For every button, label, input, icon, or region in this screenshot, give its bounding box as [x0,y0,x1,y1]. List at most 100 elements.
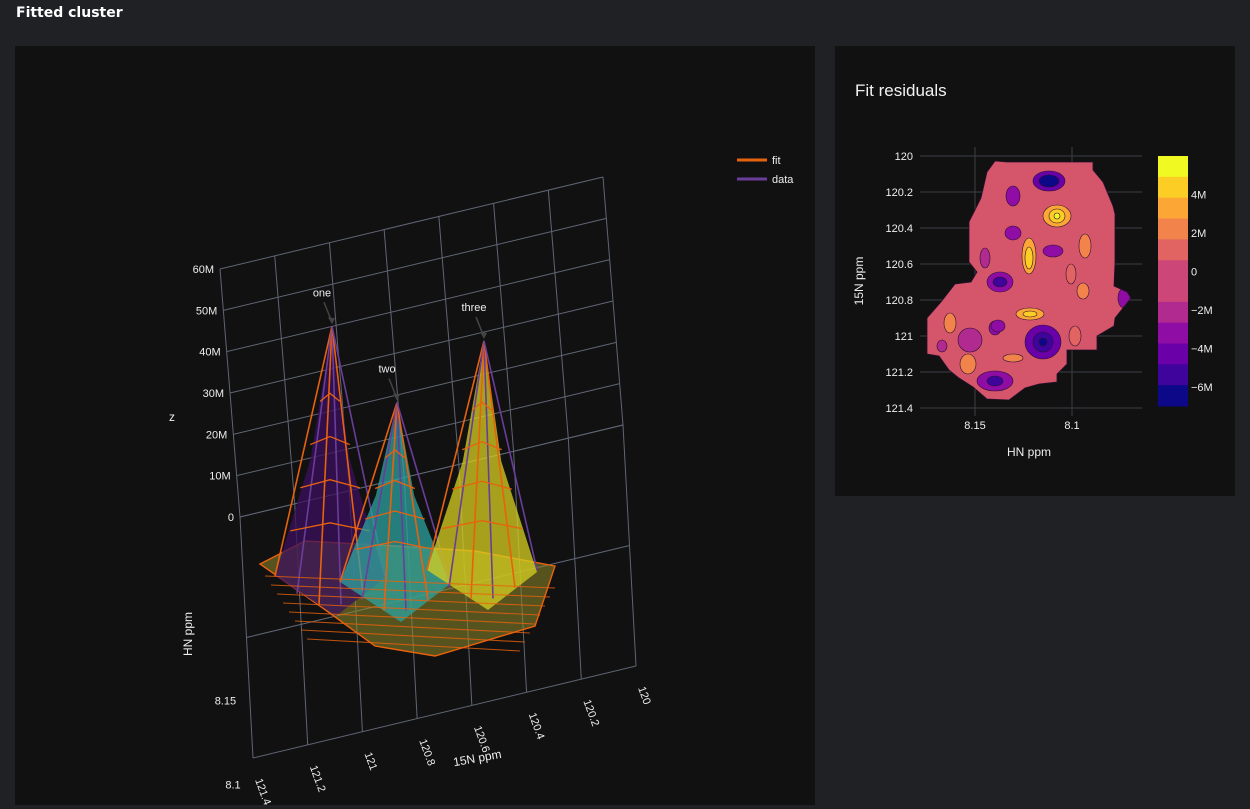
floor-mesh [294,620,531,634]
residuals-y-tick: 120 [895,151,913,163]
wire-line [448,340,485,588]
residual-contour [979,247,991,269]
residuals-y-axis-label: 15N ppm [852,257,866,306]
residual-contour [957,327,983,353]
colorbar-band [1158,281,1188,303]
x-tick-label: 120.4 [526,711,547,741]
z-tick-label: 50M [196,305,217,317]
residual-contour [936,339,948,353]
wire-contour [300,479,360,489]
residuals-x-tick: 8.1 [1064,420,1079,432]
z-tick-label: 40M [199,347,220,359]
colorbar-tick: −2M [1191,305,1213,317]
peak-arrowhead [393,393,400,401]
residual-contour [1024,246,1034,270]
legend-fit-label[interactable]: fit [772,155,781,167]
residuals-x-tick: 8.15 [964,420,985,432]
residual-contour [990,319,1006,333]
colorbar-band [1158,343,1188,365]
wire-line [318,326,333,605]
page-title: Fitted cluster [16,5,123,21]
residual-contour [1065,263,1077,285]
colorbar-band [1158,385,1188,407]
residual-contour [1068,325,1082,347]
floor-mesh [288,611,536,625]
residuals-heatmap [927,161,1131,400]
residual-contour [959,353,977,375]
x-tick-label: 120 [635,685,653,706]
residuals-ticks: 120 120.2 120.4 120.6 120.8 121 121.2 121.4 8.15… [885,151,1079,432]
residual-contour [1038,174,1060,188]
colorbar-band [1158,156,1188,178]
colorbar-tick: −4M [1191,343,1213,355]
floor-mesh [264,575,556,589]
wall-grid-z [219,176,604,270]
wire-line [483,340,494,599]
wire-line [339,402,398,583]
floor-grid-y [252,665,637,759]
surface-3d-panel[interactable]: one two three 0 10M 20M 30M 40M 50M 60M 121.4 121.… [15,46,815,807]
y-axis-label: HN ppm [181,612,195,656]
wire-line [483,340,516,588]
colorbar-band [1158,176,1188,199]
wire-contour [452,480,512,490]
residuals-panel[interactable]: Fit residuals 120 120.2 120.4 120.6 120.8 121… [835,46,1235,496]
x-tick-label: 121.2 [307,764,328,794]
residuals-y-tick: 120.8 [885,295,913,307]
wire-line [331,326,342,605]
wall-grid-z [236,383,620,477]
wire-line [361,402,398,600]
residual-contour [1038,337,1048,347]
colorbar-tick: 2M [1191,228,1206,240]
residuals-chart[interactable]: Fit residuals 120 120.2 120.4 120.6 120.8 121… [835,46,1235,496]
floor-mesh [300,629,526,643]
floor-mesh [306,638,521,652]
wire-contour [355,540,435,551]
wall-grid-z [233,341,617,435]
colorbar-band [1158,197,1188,219]
wire-contour [319,392,341,402]
z-tick-label: 0 [228,512,234,524]
wire-line [383,402,398,611]
wire-contour [374,479,416,490]
wall-grid-z [223,217,607,311]
peak-label: one [313,287,331,299]
wall-grid-z [229,300,614,394]
wire-line [396,402,407,611]
floor-mesh [276,593,546,607]
wire-line [396,402,429,600]
wire-contour [442,519,522,530]
colorbar-band [1158,364,1188,386]
colorbar-tick: 4M [1191,189,1206,201]
peak-label: two [378,364,395,376]
residuals-outline [926,160,1132,401]
residual-contour [1078,233,1092,259]
x-axis-label: 15N ppm [452,747,502,769]
colorbar-band [1158,260,1188,282]
colorbar-tick: −6M [1191,382,1213,394]
peak-label: three [461,302,486,314]
grid-3d [219,176,637,759]
residual-contour [1002,353,1024,363]
wire-line [470,340,485,599]
residuals-y-tick: 120.6 [885,259,913,271]
surfaces-3d [258,326,556,657]
surface-3d-chart[interactable]: one two three 0 10M 20M 30M 40M 50M 60M 121.4 121.… [15,46,815,807]
wall-grid-z [226,259,610,353]
residual-contour [1004,225,1022,241]
wire-line [296,326,333,594]
y-tick-label: 8.15 [215,695,236,707]
colorbar: 4M 2M 0 −2M −4M −6M [1158,156,1213,407]
legend-data-label[interactable]: data [772,174,794,186]
residual-contour [1005,185,1021,207]
peak-annotations: one two three [313,287,487,401]
colorbar-band [1158,301,1188,324]
x-tick-label: 120.2 [580,698,601,728]
legend[interactable]: fit data [737,155,794,186]
residuals-y-tick: 121.2 [885,367,913,379]
residual-contour [1053,212,1061,220]
colorbar-band [1158,218,1188,240]
residual-contour [943,312,957,334]
residual-contour [1042,244,1064,258]
x-tick-label: 121 [362,751,380,772]
